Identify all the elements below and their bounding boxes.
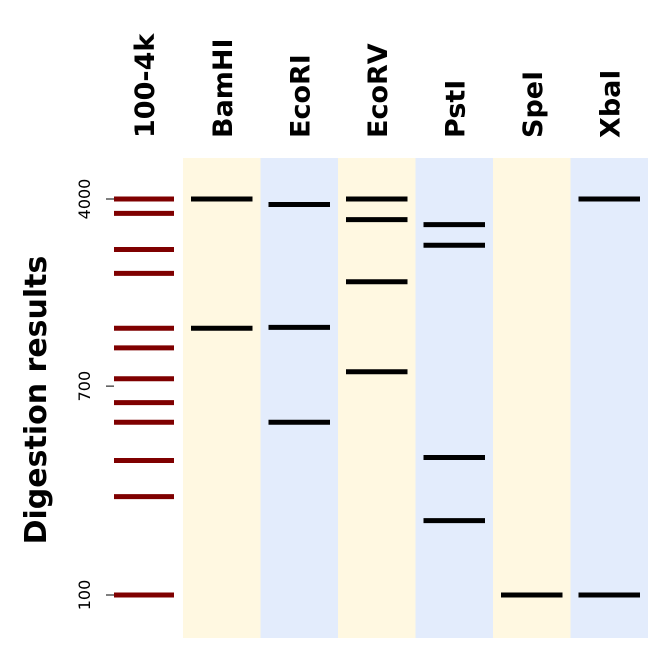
- lane-label-spei: SpeI: [518, 71, 549, 138]
- bands-layer: [114, 196, 640, 598]
- y-axis-label: Digestion results: [19, 256, 54, 545]
- lane-label-ecorv: EcoRV: [363, 43, 394, 138]
- y-tick-label: 700: [75, 371, 94, 402]
- lane-label-ecori: EcoRI: [285, 54, 316, 138]
- y-tick-label: 100: [75, 580, 94, 611]
- y-tick-label: 4000: [75, 179, 94, 220]
- lane-label-bamhi: BamHI: [208, 38, 239, 138]
- lane-headers: 100-4k BamHI EcoRI EcoRV PstI SpeI XbaI: [130, 33, 626, 138]
- lane-background-ecori: [260, 158, 338, 638]
- lane-background-ecorv: [338, 158, 416, 638]
- ladder-label: 100-4k: [130, 33, 161, 138]
- lane-background-xbai: [570, 158, 648, 638]
- lane-background-bamhi: [183, 158, 261, 638]
- y-axis: 100 700 4000: [75, 179, 114, 611]
- lane-label-psti: PstI: [440, 80, 471, 138]
- lane-background-psti: [415, 158, 493, 638]
- lane-label-xbai: XbaI: [595, 70, 626, 138]
- lane-backgrounds: [183, 158, 648, 638]
- lane-background-spei: [493, 158, 571, 638]
